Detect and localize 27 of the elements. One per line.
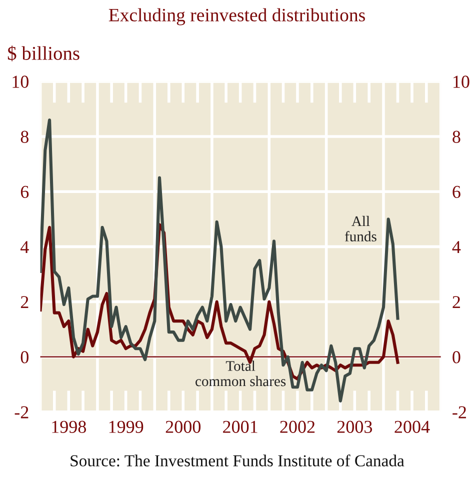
y2-tick-label: 6 [452,186,460,198]
x-tick-label: 2002 [280,420,315,433]
y-tick-label: 2 [20,296,28,308]
line-series [40,118,400,402]
x-tick-label: 2003 [337,420,372,433]
y-tick-label: 6 [20,186,29,198]
chart-title: Excluding reinvested distributions [108,8,365,26]
y2-tick-label: 10 [454,76,470,88]
series-label: Total common shares [196,360,286,386]
x-tick-label: 2000 [166,420,201,433]
y-axis-title: $ billions [8,46,80,62]
y2-tick-label: 2 [452,296,460,308]
source-note: Source: The Investment Funds Institute of Canada [70,454,404,466]
x-tick-label: 1998 [52,420,86,433]
y2-tick-label: 4 [452,241,461,253]
x-tick-label: 2004 [394,420,430,433]
y-tick-label: -2 [14,406,28,418]
series-label: All funds [344,216,376,242]
x-tick-label: 2001 [223,420,258,433]
y-tick-label: 4 [20,241,29,253]
x-tick-label: 1999 [109,420,144,433]
y-tick-label: 0 [20,351,28,364]
y2-tick-label: -2 [452,406,466,418]
y2-tick-label: 8 [452,130,460,143]
y-tick-label: 10 [12,76,28,88]
y2-tick-label: 0 [452,351,460,364]
y-tick-label: 8 [20,130,28,143]
